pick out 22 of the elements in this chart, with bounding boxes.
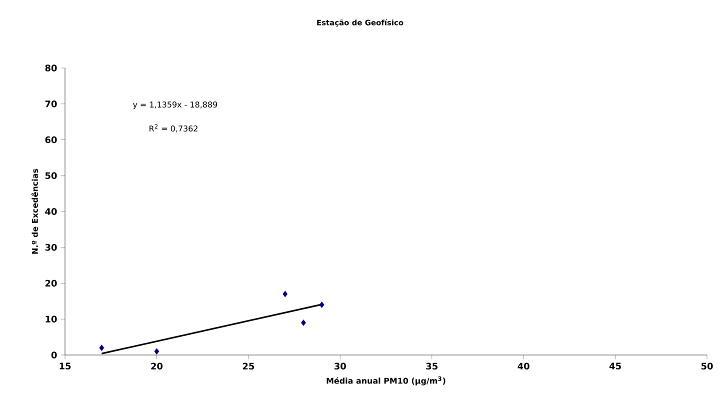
y-tick-label: 10 [46, 316, 57, 323]
y-tick-label: 60 [45, 136, 57, 144]
x-tick-label: 30 [334, 362, 346, 370]
point [319, 302, 324, 308]
y-tick-label: 70 [45, 100, 57, 108]
y-tick-label: 20 [45, 280, 57, 287]
point [99, 344, 104, 352]
y-tick-label: 30 [45, 244, 57, 251]
x-tick-label: 40 [518, 362, 530, 370]
y-tick-label: 50 [45, 172, 57, 180]
x-tick-label: 35 [426, 362, 438, 370]
point [282, 290, 288, 298]
x-tick-label: 50 [701, 362, 713, 370]
y-tick-label: 40 [45, 208, 57, 215]
y-tick-label: 0 [51, 352, 57, 358]
point [154, 348, 160, 355]
x-tick-label: 25 [242, 362, 254, 370]
y-tick-label: 80 [45, 64, 57, 72]
point [301, 320, 306, 326]
x-tick-label: 15 [60, 362, 71, 370]
x-tick-label: 20 [151, 362, 163, 370]
x-tick-label: 45 [609, 362, 621, 370]
